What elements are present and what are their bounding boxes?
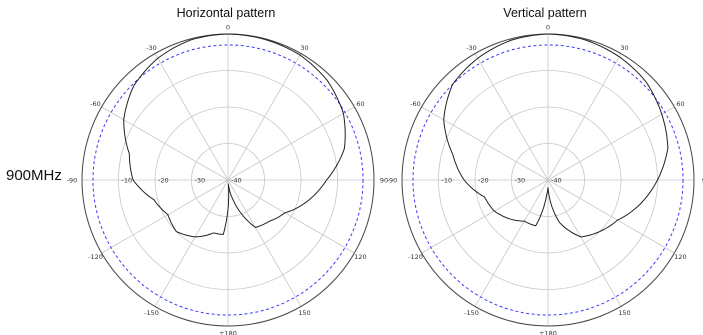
- angle-tick-label: 30: [620, 44, 628, 52]
- frequency-label: 900MHz: [6, 167, 62, 184]
- grid-spoke: [227, 179, 302, 307]
- angle-tick-label: 60: [356, 100, 364, 108]
- angle-tick-label: 90: [380, 177, 388, 185]
- grid-spoke: [101, 179, 229, 254]
- angle-tick-label: -30: [146, 44, 157, 52]
- grid-spoke: [154, 179, 229, 307]
- polar-chart-vertical: 0 30 60 9 120 150 ±180 -150 -120 -90 -60 -30 -10 -20 -…: [387, 24, 703, 335]
- grid-spoke: [474, 53, 549, 181]
- radial-tick-label: -30: [195, 177, 206, 185]
- radial-tick-label: -30: [515, 177, 526, 185]
- grid-spoke: [547, 53, 622, 181]
- angle-tick-label: 30: [300, 44, 308, 52]
- angle-tick-label: -150: [464, 309, 479, 317]
- angle-tick-label: -120: [408, 253, 423, 261]
- chart-title-horizontal: Horizontal pattern: [176, 6, 276, 20]
- grid-spoke: [227, 179, 355, 254]
- radial-tick-label: -20: [158, 177, 169, 185]
- angle-tick-label: 150: [298, 309, 310, 317]
- radial-tick-label: -10: [122, 177, 133, 185]
- angle-tick-label: 150: [618, 309, 630, 317]
- angle-tick-label: 120: [674, 253, 686, 261]
- angle-tick-label: ±180: [539, 330, 557, 335]
- grid-spoke: [421, 179, 549, 254]
- grid-spoke: [101, 106, 229, 181]
- radial-tick-label: -10: [442, 177, 453, 185]
- grid-spoke: [227, 53, 302, 181]
- grid-spoke: [227, 106, 355, 181]
- angle-tick-label: ±180: [219, 330, 237, 335]
- reference-circle: [412, 44, 684, 316]
- angle-tick-label: -60: [410, 100, 421, 108]
- reference-circle: [92, 44, 364, 316]
- angle-tick-label: 9: [702, 177, 703, 185]
- angle-tick-label: -60: [90, 100, 101, 108]
- angle-tick-label: -90: [387, 177, 398, 185]
- angle-tick-label: -150: [144, 309, 159, 317]
- grid-spoke: [547, 179, 622, 307]
- angle-tick-label: 0: [546, 24, 550, 32]
- angle-tick-label: 120: [354, 253, 366, 261]
- angle-tick-label: -30: [466, 44, 477, 52]
- radial-tick-label: -40: [231, 177, 242, 185]
- pattern-series-line: [123, 33, 346, 238]
- angle-tick-label: -120: [88, 253, 103, 261]
- grid-spoke: [421, 106, 549, 181]
- radial-tick-label: -40: [551, 177, 562, 185]
- grid-spoke: [154, 53, 229, 181]
- grid-spoke: [547, 179, 675, 254]
- angle-tick-label: 60: [676, 100, 684, 108]
- radial-tick-label: -20: [478, 177, 489, 185]
- polar-chart-horizontal: 0 30 60 90 120 150 ±180 -150 -120 -90 -60 -30 -10 -20…: [67, 24, 388, 335]
- grid-spoke: [547, 106, 675, 181]
- grid-spoke: [474, 179, 549, 307]
- chart-title-vertical: Vertical pattern: [503, 6, 587, 20]
- angle-tick-label: -90: [67, 177, 78, 185]
- angle-tick-label: 0: [226, 24, 230, 32]
- pattern-series-line: [443, 33, 669, 238]
